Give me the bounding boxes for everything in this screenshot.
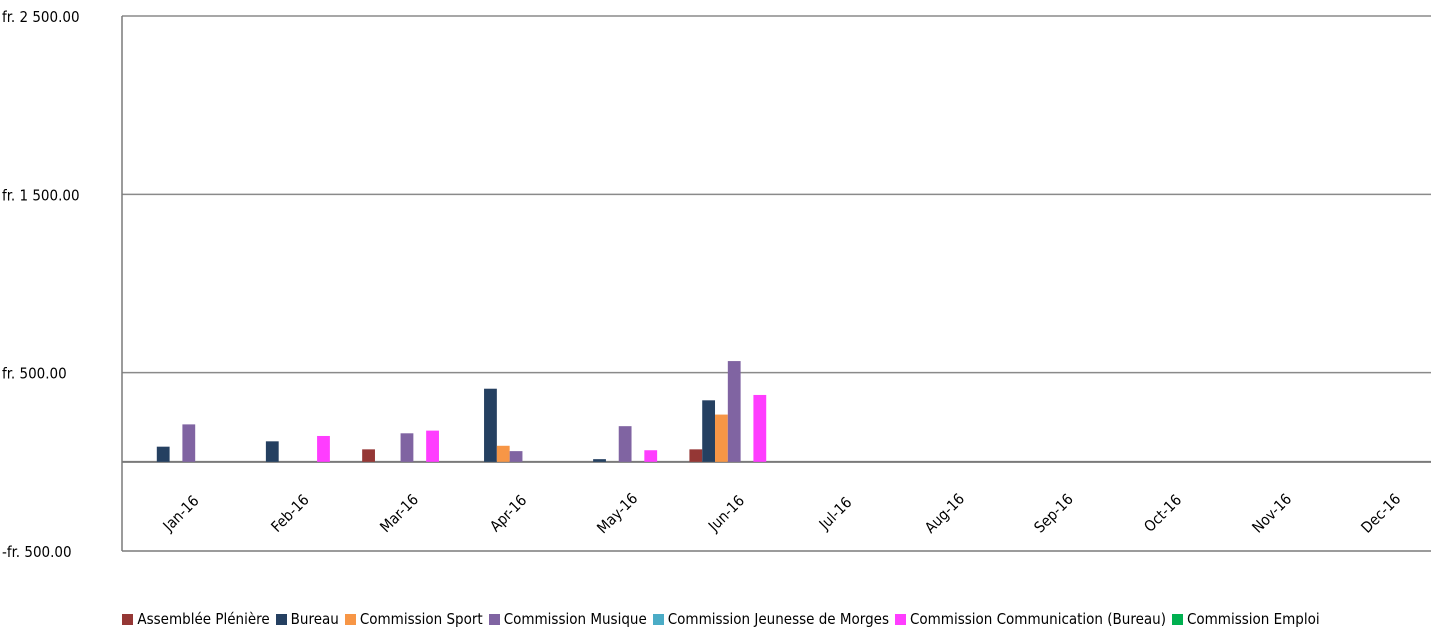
legend-label: Assemblée Plénière [137,610,270,628]
legend-item: Commission Musique [488,610,647,628]
y-tick-labels: -fr. 500.00 fr. 500.00 fr. 1 500.00 fr. 2 5… [2,8,80,561]
x-tick-label: Apr-16 [486,491,530,535]
bar [496,445,510,462]
legend-swatch [652,613,664,625]
x-tick-label: Oct-16 [1140,491,1185,536]
legend-swatch [894,613,906,625]
legend-label: Bureau [290,610,339,628]
bar [426,430,439,462]
bar [362,449,375,462]
bar [644,450,658,462]
x-tick-label: May-16 [593,489,641,537]
legend-item: Commission Communication (Bureau) [894,610,1166,628]
y-tick-label: fr. 2 500.00 [2,8,80,26]
bars [156,361,767,462]
y-tick-label: fr. 1 500.00 [2,186,80,204]
legend-swatch [1171,613,1183,625]
x-tick-label: Sep-16 [1031,490,1077,536]
legend-label: Commission Jeunesse de Morges [667,610,889,628]
x-tick-labels: Jan-16 Feb-16 Mar-16 Apr-16 May-16 Jun-16 Jul-… [159,489,1405,537]
bar [753,394,767,462]
legend-item: Commission Sport [344,610,483,628]
bar [484,388,497,462]
legend-item: Commission Emploi [1171,610,1320,628]
legend-swatch [275,613,287,625]
legend-swatch [344,613,356,625]
legend-label: Commission Communication (Bureau) [909,610,1166,628]
x-tick-label: Nov-16 [1249,490,1296,537]
axes [121,16,1431,552]
x-tick-label: Dec-16 [1358,490,1405,537]
x-tick-label: Jun-16 [704,492,748,536]
y-tick-label: fr. 500.00 [2,365,67,383]
x-tick-label: Feb-16 [268,491,313,536]
bar [689,449,703,462]
legend-swatch [488,613,500,625]
x-tick-label: Mar-16 [376,490,422,536]
bar [727,361,741,462]
legend: Assemblée Plénière Bureau Commission Sport… [0,607,1442,631]
bar [156,446,170,462]
legend-label: Commission Emploi [1186,610,1320,628]
bar [715,414,728,462]
legend-label: Commission Musique [503,610,647,628]
legend-item: Commission Jeunesse de Morges [652,610,889,628]
bar [702,400,716,462]
bar [618,426,632,462]
bar [509,451,523,462]
bar [317,435,330,462]
gridlines [122,15,1431,463]
legend-item: Bureau [275,610,339,628]
legend-label: Commission Sport [359,610,483,628]
bar [400,433,414,462]
legend-swatch [122,613,134,625]
legend-item: Assemblée Plénière [122,610,270,628]
x-tick-label: Jul-16 [815,493,856,534]
y-tick-label: -fr. 500.00 [2,543,72,561]
bar [265,441,279,462]
x-tick-label: Jan-16 [159,492,203,536]
x-tick-label: Aug-16 [921,490,968,537]
bar [182,424,196,462]
bar [593,459,606,462]
